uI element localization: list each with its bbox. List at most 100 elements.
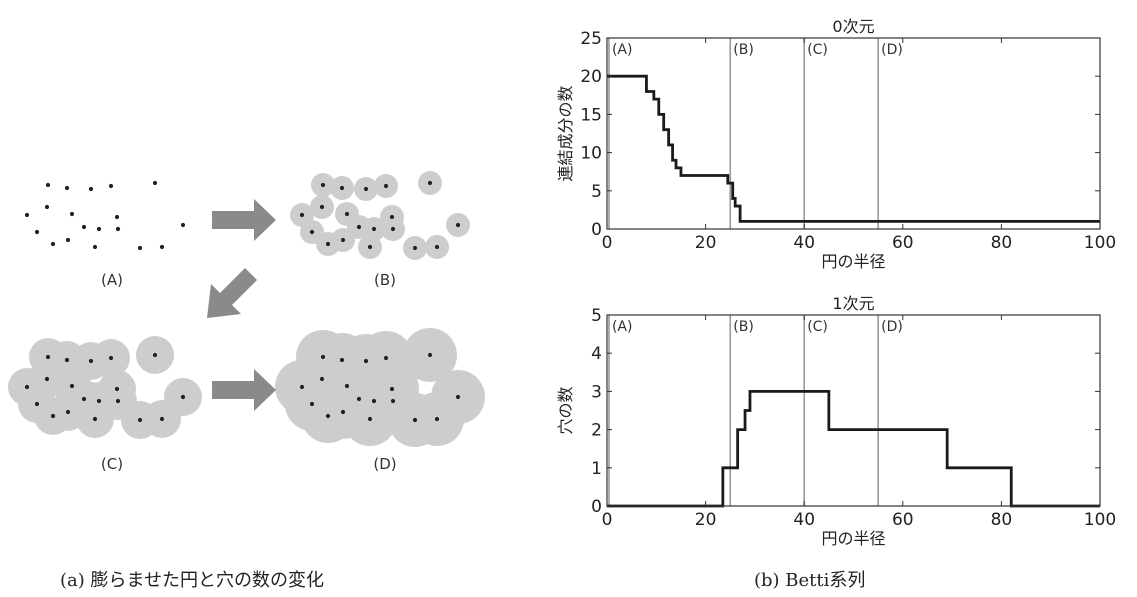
point-d-12 [371, 398, 377, 404]
point-a-18 [159, 244, 165, 250]
point-a-6 [44, 204, 50, 210]
marker-label-0-0: (A) [612, 42, 633, 58]
point-d-1 [339, 357, 345, 363]
point-d-4 [427, 352, 433, 358]
marker-label-0-2: (C) [807, 42, 828, 58]
point-b-18 [434, 244, 440, 250]
point-a-17 [137, 245, 143, 251]
point-a-7 [69, 211, 75, 217]
chart-title-0: 0次元 [832, 17, 874, 36]
xtick-label-1-3: 60 [892, 510, 914, 530]
ytick-label-0-2: 10 [580, 144, 602, 164]
point-a-14 [50, 241, 56, 247]
inflated-circles-illustration: (A) (B) (C) (D) [8, 171, 485, 473]
point-b-10 [309, 229, 315, 235]
caption-a: (a) 膨らませた円と穴の数の変化 [60, 570, 324, 591]
xtick-label-1-4: 80 [991, 510, 1013, 530]
point-c-2 [88, 358, 94, 364]
ytick-label-1-2: 2 [591, 421, 602, 441]
point-b-17 [412, 245, 418, 251]
stage-c-circles [8, 336, 202, 439]
point-d-17 [412, 417, 418, 423]
point-d-5 [299, 384, 305, 390]
stage-d-circles [275, 328, 485, 447]
y-axis-label-0: 連結成分の数 [556, 85, 575, 181]
arrow-right-icon-2 [212, 369, 276, 411]
betti-series-charts: (A) (B) (C) (D)0 20 40 60 80 10005101520250次元円の半… [556, 17, 1116, 548]
point-a-16 [92, 244, 98, 250]
point-a-8 [114, 214, 120, 220]
xtick-label-0-4: 80 [991, 233, 1013, 253]
point-b-2 [363, 186, 369, 192]
point-a-13 [115, 226, 121, 232]
plot-frame-0 [606, 37, 1101, 230]
transition-arrows [207, 199, 276, 411]
point-c-7 [69, 383, 75, 389]
stage-a-points [24, 180, 186, 251]
xtick-label-1-0: 0 [602, 510, 613, 530]
point-d-6 [319, 376, 325, 382]
xtick-label-0-2: 40 [793, 233, 815, 253]
point-a-0 [45, 182, 51, 188]
point-b-15 [340, 237, 346, 243]
point-b-13 [390, 226, 396, 232]
point-a-11 [81, 224, 87, 230]
point-d-9 [455, 394, 461, 400]
arrow-right-icon [212, 199, 276, 241]
series-line-1-0 [607, 390, 1100, 508]
point-d-0 [320, 354, 326, 360]
point-d-13 [390, 398, 396, 404]
point-b-9 [455, 222, 461, 228]
point-c-8 [114, 386, 120, 392]
chart-title-1: 1次元 [832, 294, 874, 313]
ytick-label-0-4: 20 [580, 67, 602, 87]
stage-label-c: (C) [101, 455, 123, 473]
point-c-5 [24, 384, 30, 390]
point-b-4 [427, 180, 433, 186]
y-axis-label-1: 穴の数 [556, 386, 575, 434]
xtick-label-0-5: 100 [1084, 233, 1116, 253]
xtick-label-0-1: 20 [695, 233, 717, 253]
point-a-4 [152, 180, 158, 186]
point-d-11 [356, 396, 362, 402]
point-c-9 [180, 394, 186, 400]
stage-b-circles [290, 171, 470, 260]
point-c-11 [81, 396, 87, 402]
point-b-11 [356, 224, 362, 230]
plot-frame-1 [606, 314, 1101, 507]
point-b-1 [339, 185, 345, 191]
point-b-0 [320, 182, 326, 188]
point-d-8 [389, 386, 395, 392]
point-a-9 [180, 222, 186, 228]
point-c-0 [45, 354, 51, 360]
point-b-14 [325, 241, 331, 247]
ytick-label-0-5: 25 [580, 29, 602, 49]
ytick-label-0-0: 0 [591, 220, 602, 240]
point-a-1 [64, 185, 70, 191]
xtick-label-1-1: 20 [695, 510, 717, 530]
point-c-17 [137, 417, 143, 423]
marker-label-1-0: (A) [612, 319, 633, 335]
point-c-12 [96, 398, 102, 404]
chart-0: (A) (B) (C) (D) 0 20 40 60 80 100 0 5 10 15 20 25 0次元円の半… [556, 17, 1116, 271]
point-b-8 [389, 214, 395, 220]
arrow-down-left-icon [207, 268, 257, 318]
point-d-7 [344, 383, 350, 389]
point-c-16 [92, 416, 98, 422]
caption-b: (b) Betti系列 [754, 570, 866, 591]
ytick-label-1-5: 5 [591, 306, 602, 326]
point-c-14 [50, 413, 56, 419]
point-b-16 [367, 244, 373, 250]
marker-label-1-2: (C) [807, 319, 828, 335]
point-a-12 [96, 226, 102, 232]
xtick-label-1-2: 40 [793, 510, 815, 530]
x-axis-label-0: 円の半径 [821, 252, 885, 271]
xtick-label-1-5: 100 [1084, 510, 1116, 530]
point-c-4 [152, 352, 158, 358]
marker-label-0-1: (B) [733, 42, 754, 58]
ytick-label-1-4: 4 [591, 344, 602, 364]
ytick-label-1-3: 3 [591, 382, 602, 402]
point-b-7 [344, 211, 350, 217]
point-c-10 [34, 401, 40, 407]
